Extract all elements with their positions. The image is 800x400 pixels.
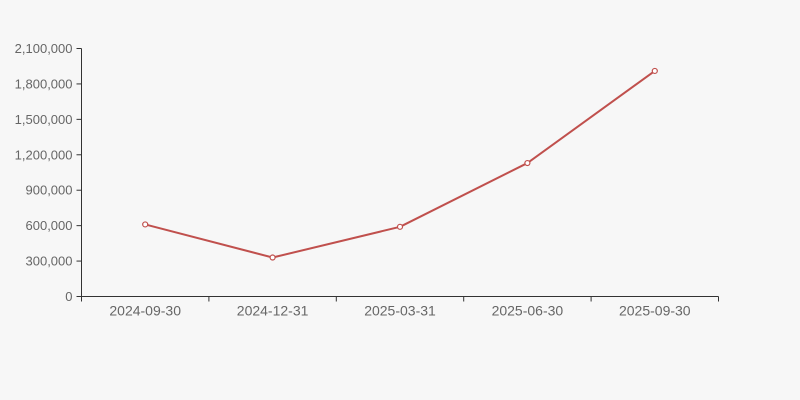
data-point-2025-09-30[interactable] (651, 67, 658, 75)
y-axis-tick-label: 1,200,000 (15, 147, 73, 162)
y-axis-tick-label: 1,500,000 (15, 112, 73, 127)
x-axis-tick-label: 2025-06-30 (492, 303, 564, 319)
y-axis-tick-label: 600,000 (26, 218, 73, 233)
y-axis-tick-label: 1,800,000 (15, 76, 73, 91)
data-point-2024-09-30[interactable] (142, 221, 149, 228)
y-axis-tick-label: 2,100,000 (15, 41, 73, 56)
y-axis-tick-label: 0 (65, 289, 72, 304)
x-axis-tick-label: 2025-03-31 (364, 303, 436, 319)
y-axis-tick-label: 300,000 (26, 254, 73, 269)
data-point-2025-06-30[interactable] (524, 159, 531, 167)
data-point-2024-12-31[interactable] (269, 254, 276, 261)
axes: 0 300,000 600,000 900,000 1,200,000 1,500,000… (15, 41, 719, 319)
x-axis-tick-label: 2025-09-30 (619, 303, 691, 319)
data-point-2025-03-31[interactable] (396, 223, 404, 230)
y-axis-tick-label: 900,000 (26, 183, 73, 198)
x-axis-tick-label: 2024-09-30 (109, 303, 181, 319)
x-axis-tick-label: 2024-12-31 (237, 303, 309, 319)
